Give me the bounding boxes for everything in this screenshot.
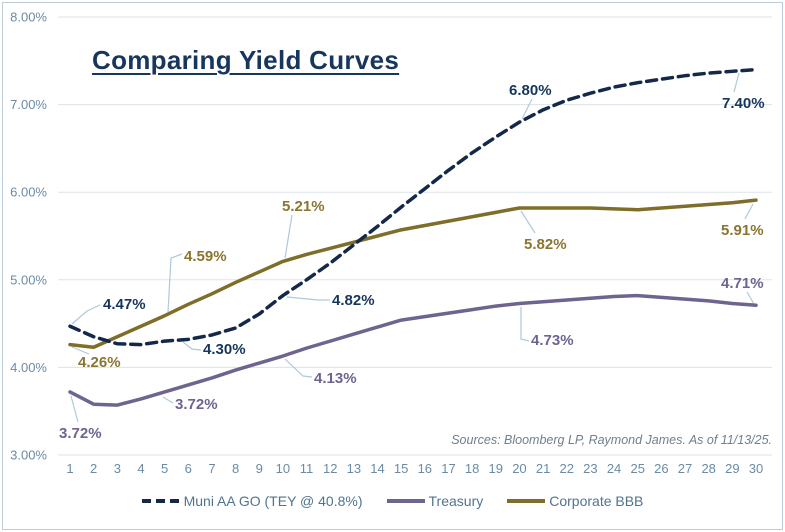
x-axis-tick-label: 2: [90, 461, 97, 476]
data-label-corporate-bbb: 4.26%: [78, 354, 121, 371]
callout-leader-line: [71, 304, 101, 325]
x-axis-tick-label: 20: [512, 461, 526, 476]
legend-label-treasury: Treasury: [428, 493, 484, 509]
x-axis-tick-label: 10: [276, 461, 290, 476]
x-axis-tick-label: 15: [394, 461, 408, 476]
chart-legend: Muni AA GO (TEY @ 40.8%) Treasury Corpor…: [0, 493, 785, 509]
x-axis-tick-label: 29: [725, 461, 739, 476]
data-label-muni-aa-go: 4.82%: [332, 292, 375, 309]
y-axis-tick-label: 5.00%: [10, 272, 47, 287]
callout-leader-line: [286, 296, 330, 301]
x-axis-tick-label: 16: [418, 461, 432, 476]
y-axis-tick-label: 3.00%: [10, 448, 47, 463]
x-axis-tick-label: 5: [161, 461, 168, 476]
x-axis-tick-label: 7: [208, 461, 215, 476]
legend-label-corporate: Corporate BBB: [549, 493, 644, 509]
data-label-treasury: 3.72%: [175, 396, 218, 413]
treasury-line-swatch: [386, 499, 425, 503]
data-label-muni-aa-go: 4.30%: [203, 341, 246, 358]
data-label-muni-aa-go: 6.80%: [509, 82, 552, 99]
callout-leader-line: [733, 72, 740, 93]
y-axis-tick-label: 8.00%: [10, 10, 47, 25]
x-axis-tick-label: 18: [465, 461, 479, 476]
x-axis-tick-label: 14: [370, 461, 384, 476]
callout-leader-line: [521, 98, 533, 120]
callout-leader-line: [520, 307, 530, 342]
callout-leader-line: [182, 341, 202, 351]
x-axis-tick-label: 3: [114, 461, 121, 476]
x-axis-tick-label: 21: [536, 461, 550, 476]
callout-leader-line: [520, 210, 536, 234]
data-label-treasury: 3.72%: [59, 425, 102, 442]
legend-item-muni: Muni AA GO (TEY @ 40.8%): [141, 493, 363, 509]
data-label-treasury: 4.71%: [721, 275, 764, 292]
series-line-treasury: [68, 293, 758, 407]
x-axis-tick-label: 6: [185, 461, 192, 476]
callout-leader-line: [162, 396, 174, 404]
legend-item-treasury: Treasury: [386, 493, 484, 509]
data-label-muni-aa-go: 7.40%: [722, 95, 765, 112]
callout-leader-line: [284, 358, 313, 378]
callout-leader-line: [746, 291, 755, 305]
data-label-corporate-bbb: 4.59%: [184, 248, 227, 265]
x-axis-tick-label: 9: [256, 461, 263, 476]
y-axis-tick-label: 6.00%: [10, 185, 47, 200]
source-note: Sources: Bloomberg LP, Raymond James. As…: [451, 433, 772, 447]
legend-label-muni: Muni AA GO (TEY @ 40.8%): [183, 493, 363, 509]
x-axis-tick-label: 23: [583, 461, 597, 476]
corporate-line-swatch: [507, 499, 546, 503]
y-axis-tick-label: 4.00%: [10, 360, 47, 375]
x-axis-tick-label: 26: [654, 461, 668, 476]
x-axis-tick-label: 4: [137, 461, 144, 476]
data-label-corporate-bbb: 5.21%: [282, 198, 325, 215]
data-label-corporate-bbb: 5.91%: [721, 222, 764, 239]
x-axis-tick-label: 25: [630, 461, 644, 476]
x-axis-tick-label: 24: [607, 461, 621, 476]
data-label-treasury: 4.73%: [531, 332, 574, 349]
series-line-muni-aa-go: [68, 67, 758, 347]
x-axis-tick-label: 12: [323, 461, 337, 476]
x-axis-tick-label: 30: [749, 461, 763, 476]
callout-leader-line: [70, 395, 79, 423]
x-axis-tick-label: 22: [560, 461, 574, 476]
callout-leader-line: [167, 253, 183, 313]
callout-leader-line: [744, 203, 754, 220]
data-label-treasury: 4.13%: [314, 370, 357, 387]
x-axis-tick-label: 11: [300, 461, 314, 476]
x-axis-tick-label: 13: [347, 461, 361, 476]
callout-leader-line: [284, 214, 293, 259]
series-line-corporate-bbb: [68, 198, 758, 350]
y-axis-tick-label: 7.00%: [10, 97, 47, 112]
chart-title: Comparing Yield Curves: [92, 45, 400, 75]
x-axis-tick-label: 28: [701, 461, 715, 476]
x-axis-tick-label: 1: [66, 461, 73, 476]
x-axis-tick-label: 8: [232, 461, 239, 476]
x-axis-tick-label: 19: [489, 461, 503, 476]
callout-leader-line: [71, 346, 90, 355]
x-axis-tick-label: 27: [678, 461, 692, 476]
data-label-corporate-bbb: 5.82%: [524, 236, 567, 253]
legend-item-corporate: Corporate BBB: [507, 493, 643, 509]
x-axis-tick-label: 17: [441, 461, 455, 476]
data-label-muni-aa-go: 4.47%: [103, 296, 146, 313]
muni-dashed-line-swatch: [141, 499, 180, 503]
